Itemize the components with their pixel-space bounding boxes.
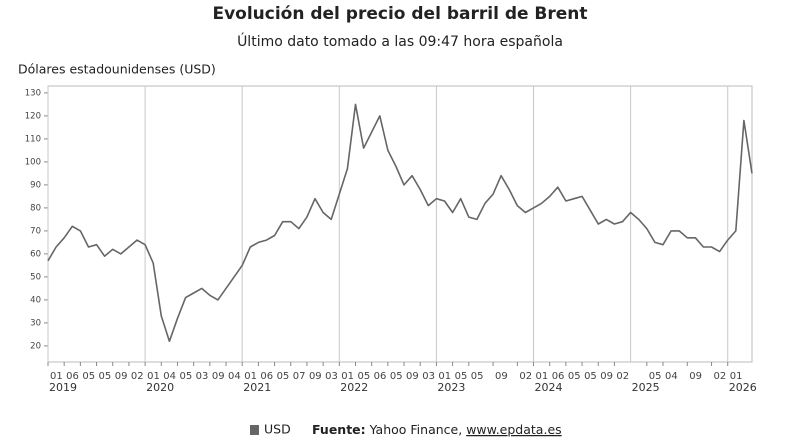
x-minor-tick-label: 05 xyxy=(568,371,581,382)
x-tick-label: 2020 xyxy=(146,381,174,394)
source-link[interactable]: www.epdata.es xyxy=(466,422,561,437)
x-tick-label: 2021 xyxy=(243,381,271,394)
x-tick-label: 2026 xyxy=(729,381,757,394)
x-minor-tick-label: 09 xyxy=(115,371,128,382)
x-minor-tick-label: 05 xyxy=(390,371,403,382)
x-minor-tick-label: 04 xyxy=(228,371,241,382)
x-minor-tick-label: 03 xyxy=(196,371,209,382)
x-minor-tick-label: 05 xyxy=(179,371,192,382)
y-tick-label: 100 xyxy=(25,157,41,167)
x-tick-label: 2025 xyxy=(632,381,660,394)
x-minor-tick-label: 02 xyxy=(616,371,629,382)
x-minor-tick-label: 05 xyxy=(471,371,484,382)
y-tick-label: 90 xyxy=(30,180,41,190)
x-minor-tick-label: 06 xyxy=(374,371,387,382)
x-minor-tick-label: 01 xyxy=(438,371,451,382)
y-tick-label: 110 xyxy=(25,134,41,144)
x-minor-tick-label: 05 xyxy=(584,371,597,382)
data-line xyxy=(47,103,753,343)
x-tick-label: 2022 xyxy=(340,381,368,394)
x-minor-tick-label: 05 xyxy=(277,371,290,382)
x-minor-tick-label: 04 xyxy=(665,371,678,382)
chart-subtitle: Último dato tomado a las 09:47 hora espa… xyxy=(237,32,563,50)
legend-swatch xyxy=(250,425,259,435)
x-minor-tick-label: 09 xyxy=(600,371,613,382)
source-text: Yahoo Finance, xyxy=(369,422,463,437)
x-minor-tick-label: 05 xyxy=(99,371,112,382)
y-axis-label: Dólares estadounidenses (USD) xyxy=(18,62,216,77)
y-tick-label: 70 xyxy=(30,226,41,236)
x-tick-label: 2023 xyxy=(437,381,465,394)
x-minor-tick-label: 05 xyxy=(82,371,95,382)
source-label: Fuente: xyxy=(312,422,366,437)
x-tick-label: 2024 xyxy=(535,381,563,394)
x-minor-tick-label: 05 xyxy=(649,371,662,382)
x-minor-tick-label: 02 xyxy=(714,371,727,382)
chart-title: Evolución del precio del barril de Brent xyxy=(212,4,587,24)
y-tick-label: 60 xyxy=(30,249,41,259)
x-minor-tick-label: 04 xyxy=(163,371,176,382)
plot-area xyxy=(47,85,753,363)
source: Fuente: Yahoo Finance, www.epdata.es xyxy=(312,422,562,437)
x-minor-tick-label: 06 xyxy=(260,371,273,382)
legend-label: USD xyxy=(264,422,291,437)
y-tick-label: 50 xyxy=(30,272,41,282)
x-minor-tick-label: 01 xyxy=(341,371,354,382)
y-tick-label: 130 xyxy=(25,88,41,98)
x-minor-tick-label: 07 xyxy=(293,371,306,382)
x-minor-tick-label: 06 xyxy=(552,371,565,382)
x-minor-tick-label: 09 xyxy=(689,371,702,382)
x-minor-tick-label: 02 xyxy=(131,371,144,382)
x-tick-label: 2019 xyxy=(49,381,77,394)
x-minor-tick-label: 09 xyxy=(309,371,322,382)
x-minor-tick-label: 01 xyxy=(730,371,743,382)
x-minor-tick-label: 06 xyxy=(66,371,79,382)
x-minor-tick-label: 09 xyxy=(495,371,508,382)
y-tick-label: 80 xyxy=(30,203,41,213)
y-tick-label: 30 xyxy=(30,318,41,328)
x-minor-tick-label: 03 xyxy=(422,371,435,382)
y-tick-label: 120 xyxy=(25,111,41,121)
x-minor-tick-label: 01 xyxy=(244,371,257,382)
x-minor-tick-label: 09 xyxy=(212,371,225,382)
x-minor-tick-label: 03 xyxy=(325,371,338,382)
x-minor-tick-label: 01 xyxy=(536,371,549,382)
x-minor-tick-label: 09 xyxy=(406,371,419,382)
x-minor-tick-label: 05 xyxy=(357,371,370,382)
x-minor-tick-label: 05 xyxy=(455,371,468,382)
y-tick-label: 40 xyxy=(30,295,41,305)
y-tick-label: 20 xyxy=(30,341,41,351)
x-minor-tick-label: 01 xyxy=(50,371,63,382)
x-minor-tick-label: 02 xyxy=(519,371,532,382)
x-minor-tick-label: 01 xyxy=(147,371,160,382)
